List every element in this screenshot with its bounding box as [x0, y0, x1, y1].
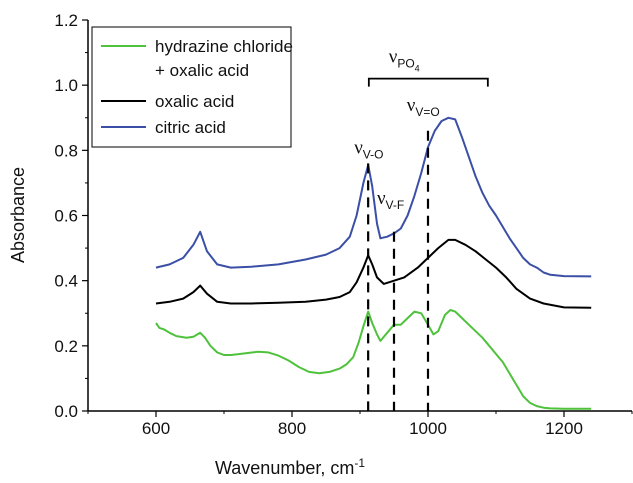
series-line-hydrazine: [155, 309, 592, 410]
y-tick-label: 0.2: [54, 337, 78, 356]
legend-label-citric: citric acid: [155, 118, 226, 137]
y-tick-label: 0.4: [54, 272, 78, 291]
legend-label-hydrazine-line2: + oxalic acid: [155, 61, 249, 80]
y-tick-label: 1.2: [54, 11, 78, 30]
peak-annotation: νPO4: [389, 46, 420, 73]
axis-layer: 0.0 0.2 0.4 0.6 0.8 1.0 1.2 600 800 1000 1200: [54, 11, 633, 438]
series-layer: [155, 116, 592, 410]
y-tick-label: 0.6: [54, 207, 78, 226]
y-tick-label: 0.8: [54, 141, 78, 160]
y-axis-title: Absorbance: [8, 167, 28, 263]
x-axis-title-text: Wavenumber, cm: [215, 458, 354, 478]
x-tick-label: 1200: [545, 419, 583, 438]
series-line-citric: [155, 116, 592, 278]
peak-annotation: νV=O: [407, 95, 440, 119]
legend-label-oxalic: oxalic acid: [155, 92, 234, 111]
po4-bracket: [367, 77, 489, 87]
x-tick-label: 600: [142, 419, 170, 438]
y-tick-label: 0.0: [54, 402, 78, 421]
x-tick-label: 800: [278, 419, 306, 438]
legend: hydrazine chloride + oxalic acid oxalic …: [91, 26, 293, 148]
legend-label-hydrazine: hydrazine chloride: [155, 37, 293, 56]
peak-annotation: νV-F: [377, 188, 404, 212]
x-axis-title: Wavenumber, cm-1: [215, 456, 365, 478]
x-tick-label: 1000: [409, 419, 447, 438]
x-axis-title-superscript: -1: [354, 456, 365, 470]
annotation-layer: νV-O νV-F νV=O νPO4: [354, 46, 489, 411]
y-tick-label: 1.0: [54, 76, 78, 95]
peak-annotation: νV-O: [354, 138, 383, 162]
series-line-oxalic: [155, 238, 592, 309]
